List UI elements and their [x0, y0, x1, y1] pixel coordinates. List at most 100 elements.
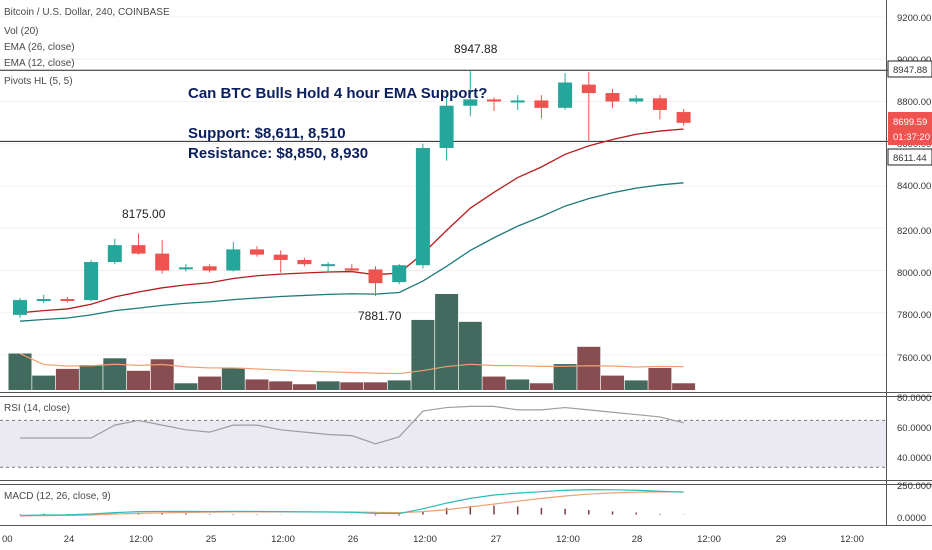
volume-bar — [601, 375, 624, 390]
volume-bar — [103, 358, 127, 390]
rsi-tick: 60.0000 — [897, 423, 931, 434]
candle-body — [131, 245, 146, 254]
candle-body — [558, 82, 573, 108]
time-tick: 24 — [64, 534, 75, 545]
volume-bar — [32, 375, 56, 390]
price-tick: 8800.00 — [897, 97, 931, 108]
last-price-label: 8699.59 — [893, 117, 927, 128]
time-tick: 28 — [632, 534, 643, 545]
price-tick: 8000.00 — [897, 268, 931, 279]
candle-body — [84, 262, 99, 301]
volume-bar — [672, 383, 696, 390]
price-tick: 8200.00 — [897, 226, 931, 237]
support-price-tag — [887, 148, 932, 166]
pivot-high-label: 8947.88 — [454, 42, 498, 56]
candle-body — [629, 98, 644, 102]
volume-bar — [8, 353, 32, 390]
volume-bar — [435, 294, 459, 390]
candle-body — [321, 264, 336, 267]
candle-body — [107, 245, 122, 263]
volume-bar — [411, 319, 435, 390]
candle-body — [226, 249, 241, 271]
macd-line — [19, 489, 684, 517]
macd-lines — [19, 489, 685, 517]
rsi-line — [20, 405, 684, 445]
symbol-label: Bitcoin / U.S. Dollar, 240, COINBASE — [4, 7, 170, 18]
volume-bar — [648, 367, 672, 390]
candles — [13, 70, 691, 319]
price-tick: 8400.00 — [897, 181, 931, 192]
time-tick: 12:00 — [697, 534, 721, 545]
volume-bar — [506, 379, 530, 390]
candle-body — [250, 249, 264, 255]
volume-bar — [553, 364, 577, 390]
candle-body — [463, 99, 478, 106]
time-tick: 25 — [206, 534, 217, 545]
candle-body — [652, 98, 667, 110]
time-tick: 26 — [348, 534, 359, 545]
volume-bar — [127, 370, 150, 390]
candle-body — [581, 84, 596, 94]
volume-bar — [624, 380, 648, 390]
macd-label[interactable]: MACD (12, 26, close, 9) — [4, 491, 111, 502]
volume-bar — [316, 381, 340, 390]
volume-bar — [174, 383, 198, 390]
volume-bar — [340, 382, 364, 390]
indicator-ema12[interactable]: EMA (12, close) — [4, 58, 75, 69]
time-tick: 12:00 — [271, 534, 295, 545]
price-scale[interactable] — [886, 0, 932, 525]
high-price-label: 8947.88 — [893, 65, 927, 76]
candle-body — [60, 299, 75, 302]
volume-bar — [482, 376, 506, 390]
time-axis[interactable]: 00 24 12:00 25 12:00 26 12:00 27 12:00 28 12:00 29 1… — [2, 534, 864, 545]
candle-body — [534, 100, 549, 108]
horizontal-levels — [0, 69, 932, 142]
annotation-support: Support: $8,611, 8,510 — [188, 125, 346, 142]
indicator-volume[interactable]: Vol (20) — [4, 26, 38, 37]
candle-body — [202, 266, 217, 271]
candle-body — [676, 112, 691, 123]
ema26-line — [19, 182, 684, 322]
candle-body — [510, 100, 525, 103]
rsi-band — [0, 420, 886, 468]
candle-body — [439, 105, 454, 148]
volume-bar — [269, 381, 293, 390]
countdown-label: 01:37:20 — [893, 132, 930, 143]
indicator-ema26[interactable]: EMA (26, close) — [4, 42, 75, 53]
annotation-title: Can BTC Bulls Hold 4 hour EMA Support? — [188, 85, 487, 102]
volume-bar — [55, 368, 79, 390]
time-tick: 12:00 — [413, 534, 437, 545]
macd-tick: 0.0000 — [897, 513, 926, 524]
volume-bar — [364, 382, 387, 390]
candle-body — [36, 299, 51, 302]
candle-body — [297, 259, 312, 265]
rsi-line — [20, 405, 684, 445]
rsi-label[interactable]: RSI (14, close) — [4, 403, 70, 414]
last-price-tag — [888, 112, 932, 145]
volume-ma-line — [19, 352, 684, 375]
candle-body — [392, 265, 407, 283]
time-tick: 12:00 — [129, 534, 153, 545]
rsi-tick: 80.0000 — [897, 393, 931, 404]
support-price-label: 8611.44 — [893, 153, 927, 164]
volume-bar — [221, 367, 245, 390]
candle-body — [487, 99, 501, 102]
volume-bar — [198, 376, 222, 390]
volume-bars — [8, 294, 696, 390]
high-price-tag — [887, 60, 932, 78]
rsi-pane[interactable] — [0, 396, 886, 480]
volume-bar — [529, 383, 553, 390]
volume-bar — [292, 384, 316, 390]
volume-bar — [150, 359, 174, 390]
indicator-pivots[interactable]: Pivots HL (5, 5) — [4, 76, 73, 87]
candle-body — [344, 268, 359, 271]
pivot-low-label: 7881.70 — [358, 309, 402, 323]
macd-tick: 250.0000 — [897, 481, 932, 492]
price-tick: 7800.00 — [897, 310, 931, 321]
volume-bar — [458, 321, 482, 390]
price-tick: 7600.00 — [897, 353, 931, 364]
time-tick: 29 — [776, 534, 787, 545]
time-tick: 27 — [491, 534, 502, 545]
volume-bar — [387, 380, 411, 390]
